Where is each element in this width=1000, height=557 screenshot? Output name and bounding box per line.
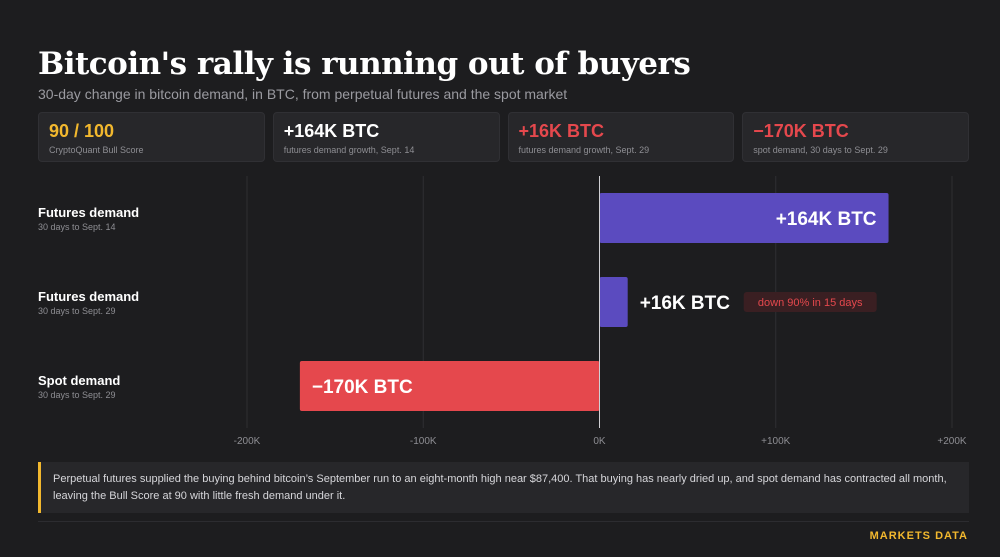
kpi-value: −170K BTC — [753, 121, 849, 141]
footer-divider — [38, 521, 969, 522]
demand-bar-chart: -200K -100K 0K +100K +200K Futures demand 30 d… — [38, 176, 967, 447]
kpi-label: futures demand growth, Sept. 14 — [283, 145, 415, 155]
bar — [599, 277, 628, 327]
kpi-value: +16K BTC — [518, 121, 605, 141]
bar — [599, 193, 889, 243]
kpi-row: 90 / 100 CryptoQuant Bull Score +164K BT… — [38, 112, 969, 162]
chart-subtitle: 30-day change in bitcoin demand, in BTC,… — [38, 86, 568, 102]
chart-title: Bitcoin's rally is running out of buyers — [38, 46, 691, 82]
kpi-label: spot demand, 30 days to Sept. 29 — [753, 145, 888, 155]
annotation-text: down 90% in 15 days — [758, 297, 863, 309]
kpi-value: 90 / 100 — [49, 121, 115, 141]
annotation-badge — [743, 292, 877, 312]
kpi-value: +164K BTC — [283, 121, 380, 141]
x-tick-label: +200K — [937, 436, 967, 447]
category-sublabel: 30 days to Sept. 29 — [38, 390, 116, 400]
footer-brand: MARKETS DATA — [869, 530, 968, 542]
category-sublabel: 30 days to Sept. 29 — [38, 306, 116, 316]
kpi-card-spot-demand: −170K BTC spot demand, 30 days to Sept. … — [742, 112, 969, 162]
kpi-label: futures demand growth, Sept. 29 — [518, 145, 650, 155]
kpi-card-futures-sept29: +16K BTC futures demand growth, Sept. 29 — [507, 112, 735, 162]
category-label: Futures demand — [38, 205, 139, 220]
callout-text: Perpetual futures supplied the buying be… — [53, 473, 947, 502]
bar-value-label: −170K BTC — [312, 377, 413, 398]
bar-value-label: +164K BTC — [776, 209, 877, 230]
x-tick-label: -100K — [410, 436, 437, 447]
x-tick-label: 0K — [593, 436, 606, 447]
category-sublabel: 30 days to Sept. 14 — [38, 222, 116, 232]
bar-value-label: +16K BTC — [640, 293, 731, 314]
bar — [299, 361, 600, 411]
category-label: Futures demand — [38, 289, 139, 304]
kpi-label: CryptoQuant Bull Score — [49, 145, 144, 155]
summary-callout: Perpetual futures supplied the buying be… — [38, 462, 969, 513]
category-label: Spot demand — [38, 373, 120, 388]
kpi-card-bull-score: 90 / 100 CryptoQuant Bull Score — [38, 112, 265, 162]
x-tick-label: +100K — [761, 436, 791, 447]
kpi-card-futures-sept14: +164K BTC futures demand growth, Sept. 1… — [272, 112, 500, 162]
x-tick-label: -200K — [234, 436, 261, 447]
